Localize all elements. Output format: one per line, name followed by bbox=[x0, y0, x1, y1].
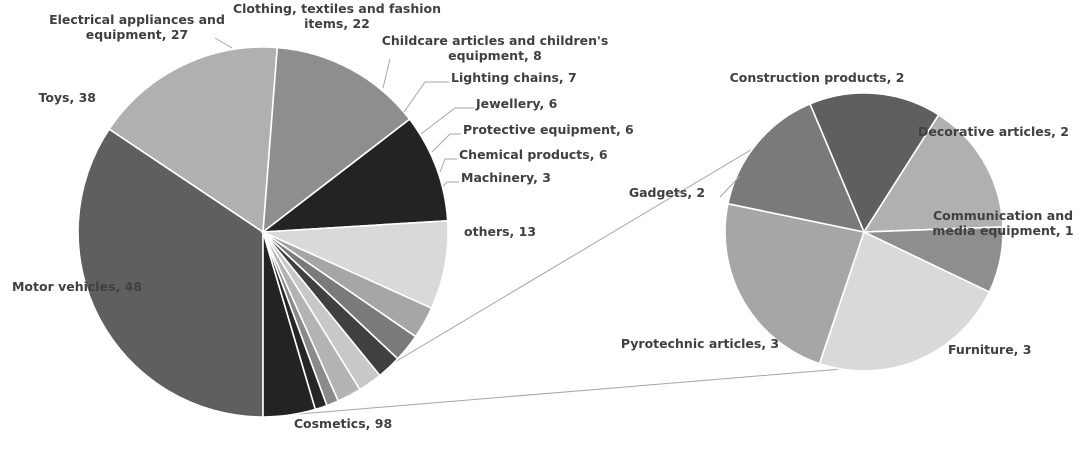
secondary-label-construction-products: Construction products, 2 bbox=[730, 70, 905, 85]
main-label-clothing-textiles-and-fashion-items: Clothing, textiles and fashion items, 22 bbox=[233, 1, 441, 31]
main-label-machinery: Machinery, 3 bbox=[461, 170, 551, 185]
main-leader-chemical-products bbox=[439, 158, 457, 173]
main-slice-others bbox=[262, 231, 317, 418]
main-label-childcare-articles-and-children-s-equipment: Childcare articles and children's equipme… bbox=[382, 33, 609, 63]
main-slice-electrical-appliances-and-equipment bbox=[260, 118, 449, 233]
main-leader-jewellery bbox=[420, 107, 474, 135]
main-label-line: Chemical products, 6 bbox=[459, 147, 608, 162]
main-label-toys: Toys, 38 bbox=[38, 90, 96, 105]
main-label-line: Protective equipment, 6 bbox=[463, 122, 634, 137]
secondary-label-line: Decorative articles, 2 bbox=[918, 124, 1069, 139]
main-label-others: others, 13 bbox=[464, 224, 536, 239]
main-label-line: Childcare articles and children's bbox=[382, 33, 609, 48]
secondary-slice-decorative-articles bbox=[862, 113, 1004, 233]
secondary-label-communication-and-media-equipment: Communication and media equipment, 1 bbox=[932, 208, 1073, 238]
main-label-line: items, 22 bbox=[304, 16, 370, 31]
main-label-lighting-chains: Lighting chains, 7 bbox=[451, 70, 577, 85]
secondary-label-line: Gadgets, 2 bbox=[629, 185, 705, 200]
main-label-cosmetics: Cosmetics, 98 bbox=[294, 416, 392, 431]
secondary-label-furniture: Furniture, 3 bbox=[948, 342, 1031, 357]
main-pie bbox=[77, 46, 449, 418]
secondary-leader-gadgets bbox=[719, 175, 741, 198]
main-label-line: Motor vehicles, 48 bbox=[12, 279, 142, 294]
main-label-line: Clothing, textiles and fashion bbox=[233, 1, 441, 16]
data-labels: Cosmetics, 98 Motor vehicles, 48 Toys, 38 E… bbox=[12, 1, 1074, 431]
main-label-line: Toys, 38 bbox=[38, 90, 96, 105]
main-leader-protective-equipment bbox=[431, 133, 461, 153]
main-label-line: Lighting chains, 7 bbox=[451, 70, 577, 85]
main-label-chemical-products: Chemical products, 6 bbox=[459, 147, 608, 162]
main-leader-lighting-chains bbox=[403, 81, 449, 113]
main-slice-toys bbox=[262, 46, 411, 234]
main-slice-motor-vehicles bbox=[108, 46, 279, 234]
main-label-line: Cosmetics, 98 bbox=[294, 416, 392, 431]
secondary-slice-gadgets bbox=[726, 102, 866, 234]
main-label-electrical-appliances-and-equipment: Electrical appliances and equipment, 27 bbox=[49, 12, 225, 42]
main-label-line: equipment, 8 bbox=[448, 48, 542, 63]
secondary-label-line: Communication and bbox=[933, 208, 1073, 223]
secondary-label-gadgets: Gadgets, 2 bbox=[629, 185, 705, 200]
secondary-label-decorative-articles: Decorative articles, 2 bbox=[918, 124, 1069, 139]
leader-lines bbox=[214, 37, 741, 198]
main-label-jewellery: Jewellery, 6 bbox=[475, 96, 558, 111]
secondary-slice-furniture bbox=[818, 230, 991, 372]
main-label-motor-vehicles: Motor vehicles, 48 bbox=[12, 279, 142, 294]
secondary-label-line: Furniture, 3 bbox=[948, 342, 1031, 357]
main-leader-electrical-appliances-and-equipment bbox=[214, 37, 233, 49]
main-label-line: Machinery, 3 bbox=[461, 170, 551, 185]
secondary-pie bbox=[724, 92, 1004, 372]
main-label-line: others, 13 bbox=[464, 224, 536, 239]
main-label-line: Jewellery, 6 bbox=[475, 96, 558, 111]
secondary-label-pyrotechnic-articles: Pyrotechnic articles, 3 bbox=[621, 336, 779, 351]
main-leader-childcare-articles-and-children-s-equipment bbox=[382, 58, 391, 89]
secondary-label-line: media equipment, 1 bbox=[932, 223, 1073, 238]
secondary-label-line: Construction products, 2 bbox=[730, 70, 905, 85]
main-label-line: equipment, 27 bbox=[86, 27, 188, 42]
main-label-protective-equipment: Protective equipment, 6 bbox=[463, 122, 634, 137]
main-leader-machinery bbox=[442, 181, 459, 187]
secondary-slice-pyrotechnic-articles bbox=[724, 202, 866, 365]
main-label-line: Electrical appliances and bbox=[49, 12, 225, 27]
secondary-slice-construction-products bbox=[808, 92, 940, 234]
connector-line-lower bbox=[262, 368, 843, 418]
secondary-label-line: Pyrotechnic articles, 3 bbox=[621, 336, 779, 351]
